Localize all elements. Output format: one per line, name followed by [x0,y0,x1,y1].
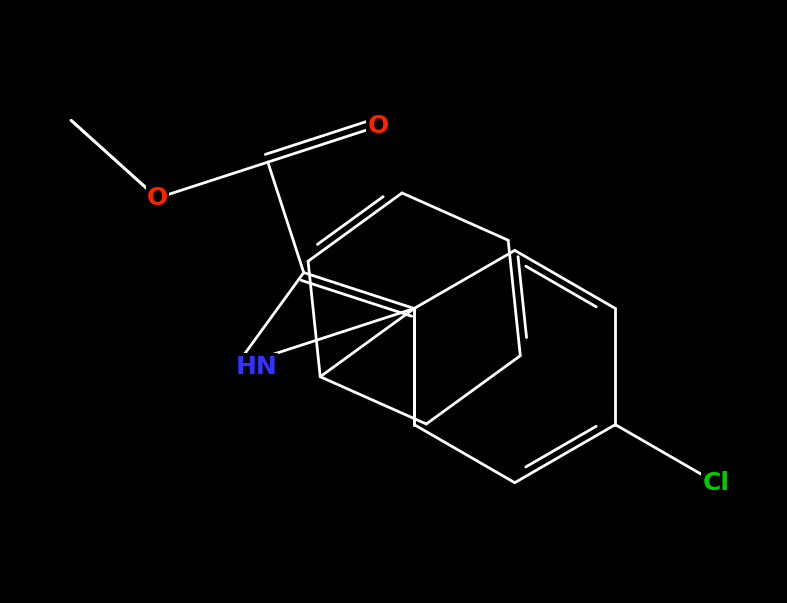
Text: HN: HN [235,355,277,379]
Text: O: O [368,114,389,138]
Text: Cl: Cl [703,471,730,494]
Text: O: O [146,186,168,210]
